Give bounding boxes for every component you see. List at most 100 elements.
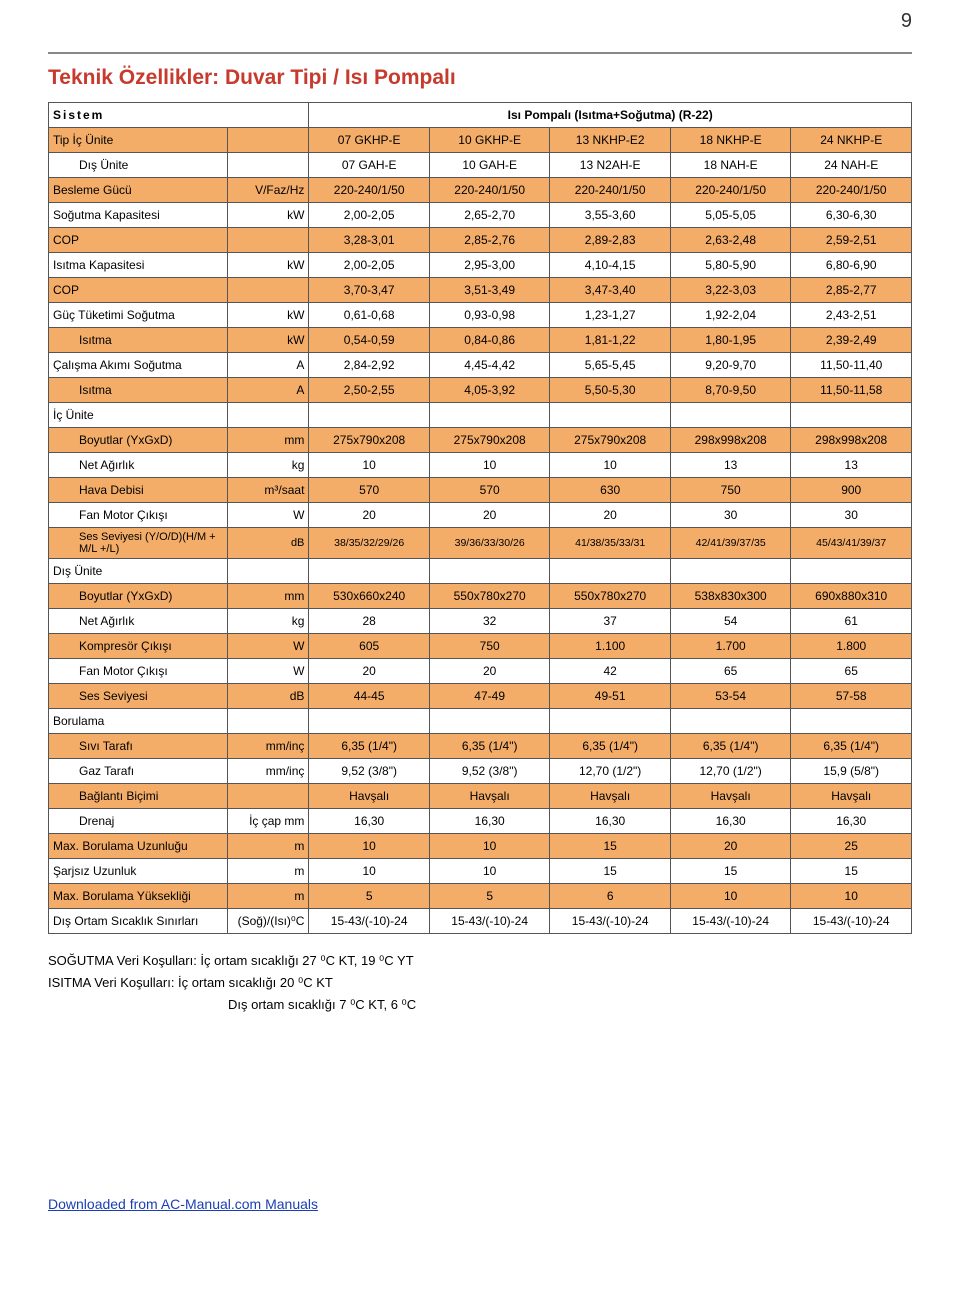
cell: 42 xyxy=(550,659,671,684)
cell: 10 xyxy=(670,884,791,909)
cell: 530x660x240 xyxy=(309,584,430,609)
cell xyxy=(309,559,430,584)
cell: 750 xyxy=(670,478,791,503)
notes-block: SOĞUTMA Veri Koşulları: İç ortam sıcaklı… xyxy=(48,950,912,1016)
cell: 5,50-5,30 xyxy=(550,378,671,403)
cell xyxy=(791,403,912,428)
cell: 2,89-2,83 xyxy=(550,228,671,253)
row-label: Dış Ortam Sıcaklık Sınırları xyxy=(49,909,228,934)
cell: 15 xyxy=(550,859,671,884)
table-row: Isıtma KapasitesikW2,00-2,052,95-3,004,1… xyxy=(49,253,912,278)
cell: 15-43/(-10)-24 xyxy=(670,909,791,934)
cell: 47-49 xyxy=(429,684,550,709)
row-unit xyxy=(227,228,309,253)
notes-line3: Dış ortam sıcaklığı 7 ⁰C KT, 6 ⁰C xyxy=(228,994,912,1016)
row-label: Şarjsız Uzunluk xyxy=(49,859,228,884)
table-row: Max. Borulama Uzunluğum1010152025 xyxy=(49,834,912,859)
table-row: Ses Seviyesi (Y/O/D)(H/M + M/L +/L)dB38/… xyxy=(49,528,912,559)
row-label: Güç Tüketimi Soğutma xyxy=(49,303,228,328)
cell: 15-43/(-10)-24 xyxy=(429,909,550,934)
cell: 9,52 (3/8") xyxy=(309,759,430,784)
cell: 275x790x208 xyxy=(550,428,671,453)
footer-anchor[interactable]: AC-Manual.com Manuals xyxy=(161,1196,318,1212)
cell: 0,93-0,98 xyxy=(429,303,550,328)
cell: 57-58 xyxy=(791,684,912,709)
cell: 30 xyxy=(670,503,791,528)
cell: 16,30 xyxy=(791,809,912,834)
cell: 3,47-3,40 xyxy=(550,278,671,303)
row-unit xyxy=(227,153,309,178)
cell: 1,81-1,22 xyxy=(550,328,671,353)
cell: 07 GAH-E xyxy=(309,153,430,178)
row-label: Dış Ünite xyxy=(49,559,228,584)
cell: 20 xyxy=(550,503,671,528)
table-row: Sıvı Tarafımm/inç6,35 (1/4")6,35 (1/4")6… xyxy=(49,734,912,759)
row-unit xyxy=(227,403,309,428)
cell: 10 xyxy=(309,453,430,478)
row-label: Ses Seviyesi (Y/O/D)(H/M + M/L +/L) xyxy=(49,528,228,559)
table-header-row: Sistem Isı Pompalı (Isıtma+Soğutma) (R-2… xyxy=(49,103,912,128)
row-label: İç Ünite xyxy=(49,403,228,428)
cell: 2,50-2,55 xyxy=(309,378,430,403)
table-row: Şarjsız Uzunlukm1010151515 xyxy=(49,859,912,884)
row-unit xyxy=(227,709,309,734)
cell: 550x780x270 xyxy=(429,584,550,609)
header-band: Isı Pompalı (Isıtma+Soğutma) (R-22) xyxy=(309,103,912,128)
cell xyxy=(791,709,912,734)
cell: 12,70 (1/2") xyxy=(670,759,791,784)
table-row: Boyutlar (YxGxD)mm275x790x208275x790x208… xyxy=(49,428,912,453)
row-unit: mm/inç xyxy=(227,759,309,784)
cell: 3,22-3,03 xyxy=(670,278,791,303)
cell: 12,70 (1/2") xyxy=(550,759,671,784)
row-label: Fan Motor Çıkışı xyxy=(49,659,228,684)
cell: 10 xyxy=(791,884,912,909)
cell: 630 xyxy=(550,478,671,503)
row-label: Fan Motor Çıkışı xyxy=(49,503,228,528)
row-label: Max. Borulama Yüksekliği xyxy=(49,884,228,909)
table-row: Hava Debisim³/saat570570630750900 xyxy=(49,478,912,503)
row-unit: kg xyxy=(227,453,309,478)
cell: 13 NKHP-E2 xyxy=(550,128,671,153)
cell: 65 xyxy=(670,659,791,684)
cell: 750 xyxy=(429,634,550,659)
cell: 1,23-1,27 xyxy=(550,303,671,328)
cell: 54 xyxy=(670,609,791,634)
row-unit: kW xyxy=(227,203,309,228)
cell: 13 xyxy=(670,453,791,478)
table-row: IsıtmakW0,54-0,590,84-0,861,81-1,221,80-… xyxy=(49,328,912,353)
cell xyxy=(670,403,791,428)
cell: 5 xyxy=(429,884,550,909)
footer-prefix: Downloaded from xyxy=(48,1196,161,1212)
cell: 10 xyxy=(429,834,550,859)
cell: 538x830x300 xyxy=(670,584,791,609)
cell: 4,10-4,15 xyxy=(550,253,671,278)
cell: 2,85-2,76 xyxy=(429,228,550,253)
cell: 10 xyxy=(309,859,430,884)
cell: 65 xyxy=(791,659,912,684)
cell: Havşalı xyxy=(670,784,791,809)
cell: 1.700 xyxy=(670,634,791,659)
table-row: Dış Ortam Sıcaklık Sınırları(Soğ)/(Isı)⁰… xyxy=(49,909,912,934)
cell: 570 xyxy=(429,478,550,503)
table-row: Boyutlar (YxGxD)mm530x660x240550x780x270… xyxy=(49,584,912,609)
row-unit: m xyxy=(227,884,309,909)
cell: 5,65-5,45 xyxy=(550,353,671,378)
cell: 45/43/41/39/37 xyxy=(791,528,912,559)
cell: 275x790x208 xyxy=(309,428,430,453)
cell: 15 xyxy=(550,834,671,859)
cell: 6,35 (1/4") xyxy=(429,734,550,759)
row-label: Ses Seviyesi xyxy=(49,684,228,709)
cell: 15 xyxy=(791,859,912,884)
row-unit: İç çap mm xyxy=(227,809,309,834)
cell: 10 GAH-E xyxy=(429,153,550,178)
table-row: COP3,70-3,473,51-3,493,47-3,403,22-3,032… xyxy=(49,278,912,303)
row-unit: W xyxy=(227,659,309,684)
row-label: Besleme Gücü xyxy=(49,178,228,203)
cell: Havşalı xyxy=(791,784,912,809)
table-row: IsıtmaA2,50-2,554,05-3,925,50-5,308,70-9… xyxy=(49,378,912,403)
cell: 3,70-3,47 xyxy=(309,278,430,303)
cell xyxy=(791,559,912,584)
row-label: Bağlantı Biçimi xyxy=(49,784,228,809)
cell: 25 xyxy=(791,834,912,859)
cell: 15,9 (5/8") xyxy=(791,759,912,784)
